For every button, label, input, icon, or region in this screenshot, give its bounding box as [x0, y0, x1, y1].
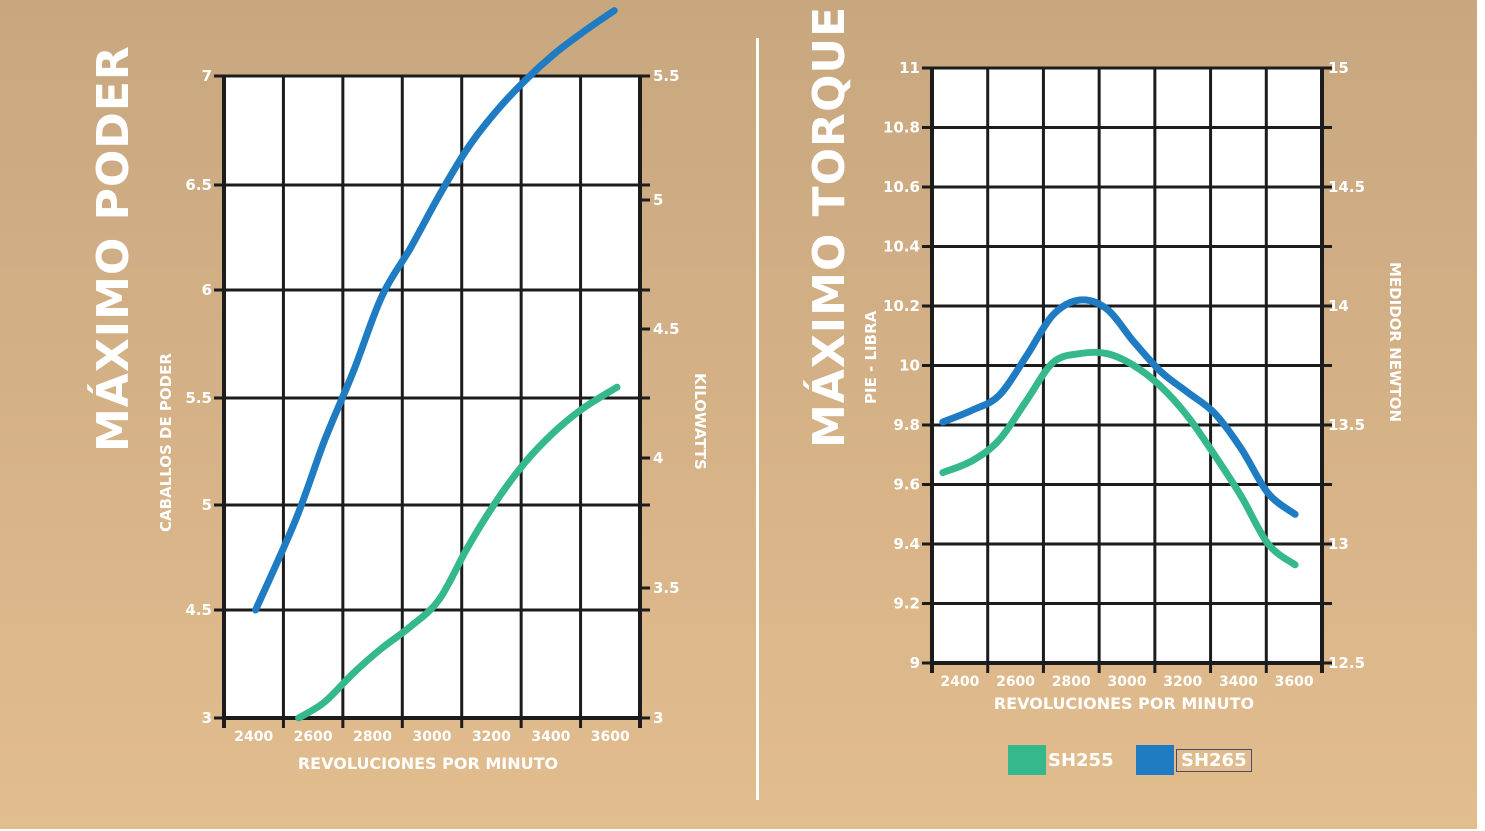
power-y2-tick-label: 3.5: [653, 579, 680, 597]
torque-y2-tick-label: 12.5: [1328, 654, 1365, 672]
legend-swatch-sh265: [1136, 745, 1174, 775]
legend-label-sh265: SH265: [1176, 748, 1252, 772]
power-x-axis-label: REVOLUCIONES POR MINUTO: [297, 754, 559, 773]
torque-series-sh255: [939, 348, 1299, 569]
torque-x-axis-label: REVOLUCIONES POR MINUTO: [993, 694, 1255, 713]
torque-y-tick-label: 10: [899, 357, 920, 375]
power-x-tick-label: 2600: [294, 729, 333, 745]
torque-y2-tick-label: 13: [1328, 535, 1349, 553]
power-y-tick-label: 5.5: [185, 389, 212, 407]
power-y2-tick-label: 5.5: [653, 67, 680, 85]
torque-x-tick-label: 3400: [1219, 674, 1258, 690]
power-y-tick-label: 6.5: [185, 176, 212, 194]
torque-y-tick-label: 10.6: [883, 178, 920, 196]
power-x-tick-label: 2800: [353, 729, 392, 745]
torque-y-tick-label: 11: [899, 59, 920, 77]
chart-divider: [756, 38, 759, 800]
torque-y-tick-label: 9.4: [893, 535, 920, 553]
torque-x-tick-label: 2400: [940, 674, 979, 690]
legend-item-sh265: SH265: [1136, 745, 1252, 775]
power-series-sh255: [295, 383, 621, 722]
legend-swatch-sh255: [1008, 745, 1046, 775]
power-y-tick-label: 7: [202, 67, 212, 85]
torque-y-tick-label: 9.8: [893, 416, 920, 434]
power-x-tick-label: 3600: [591, 729, 630, 745]
torque-y-tick-label: 9: [910, 654, 920, 672]
torque-x-tick-label: 3200: [1163, 674, 1202, 690]
torque-y-tick-label: 9.2: [893, 595, 920, 613]
torque-series-sh265: [939, 296, 1299, 518]
torque-y-tick-label: 10.4: [883, 238, 920, 256]
power-x-tick-label: 3200: [472, 729, 511, 745]
power-y2-tick-label: 4: [653, 449, 663, 467]
torque-x-tick-label: 3000: [1108, 674, 1147, 690]
power-y-tick-label: 3: [202, 709, 212, 727]
power-y-tick-label: 5: [202, 496, 212, 514]
power-series-sh265: [252, 7, 618, 614]
legend-label-sh255: SH255: [1048, 749, 1114, 771]
power-y-tick-label: 6: [202, 281, 212, 299]
torque-x-tick-label: 3600: [1275, 674, 1314, 690]
power-y2-tick-label: 3: [653, 709, 663, 727]
power-y2-tick-label: 4.5: [653, 320, 680, 338]
torque-x-tick-label: 2600: [996, 674, 1035, 690]
torque-y-tick-label: 9.6: [893, 476, 920, 494]
power-x-tick-label: 3400: [531, 729, 570, 745]
torque-y2-tick-label: 14.5: [1328, 178, 1365, 196]
power-y2-tick-label: 5: [653, 191, 663, 209]
power-x-tick-label: 2400: [234, 729, 273, 745]
power-x-tick-label: 3000: [413, 729, 452, 745]
torque-y-tick-label: 10.2: [883, 297, 920, 315]
torque-y2-tick-label: 13.5: [1328, 416, 1365, 434]
legend-item-sh255: SH255: [1008, 745, 1114, 775]
power-y-tick-label: 4.5: [185, 601, 212, 619]
torque-y2-tick-label: 15: [1328, 59, 1349, 77]
torque-y2-tick-label: 14: [1328, 297, 1349, 315]
torque-x-tick-label: 2800: [1052, 674, 1091, 690]
torque-y-tick-label: 10.8: [883, 119, 920, 137]
